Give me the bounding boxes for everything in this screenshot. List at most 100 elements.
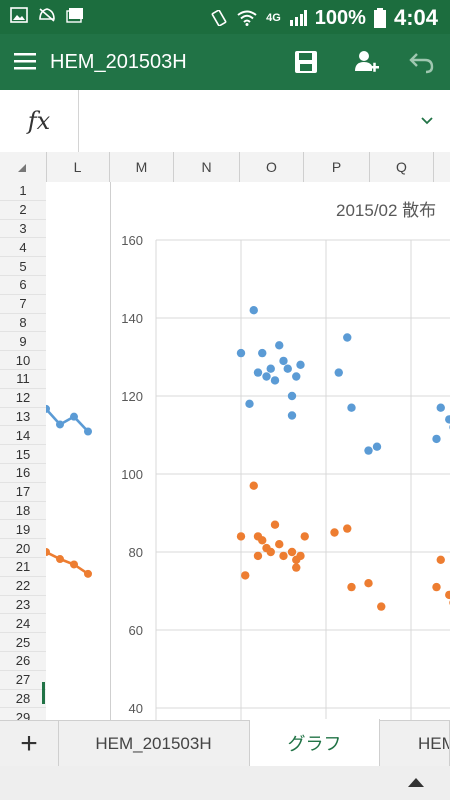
row-number[interactable]: 4 — [0, 238, 46, 258]
scatter-chart[interactable]: 2015/02 散布 40 60 80 100 120 140 160 — [111, 182, 450, 720]
row-number[interactable]: 21 — [0, 558, 46, 577]
row-number[interactable]: 5 — [0, 257, 46, 276]
data-point — [253, 551, 263, 561]
data-point — [258, 348, 267, 358]
row-number[interactable]: 19 — [0, 520, 46, 540]
row-number[interactable]: 13 — [0, 408, 46, 427]
line-chart[interactable] — [46, 182, 110, 720]
data-point — [364, 579, 373, 588]
column-M[interactable]: M — [110, 152, 174, 182]
y-tick-label: 160 — [121, 233, 143, 248]
data-point — [70, 412, 78, 421]
column-L[interactable]: L — [46, 152, 110, 182]
data-point — [436, 555, 445, 564]
row-number[interactable]: 26 — [0, 652, 46, 671]
battery-icon — [373, 8, 386, 28]
tab-hem[interactable]: HEM — [380, 721, 450, 767]
data-point — [372, 442, 382, 451]
data-point — [347, 403, 356, 412]
workbook-title: HEM_201503H — [50, 51, 187, 73]
data-point — [436, 403, 445, 412]
row-number[interactable]: 11 — [0, 370, 46, 389]
data-point — [275, 540, 284, 549]
formula-input[interactable] — [90, 110, 390, 134]
row-number[interactable]: 9 — [0, 332, 46, 352]
data-point — [270, 376, 280, 385]
select-all-corner[interactable] — [0, 152, 47, 182]
data-point — [377, 602, 386, 611]
row-number[interactable]: 20 — [0, 539, 46, 558]
row-number[interactable]: 14 — [0, 426, 46, 446]
data-point — [300, 532, 309, 541]
row-number[interactable]: 18 — [0, 502, 46, 521]
row-number[interactable]: 2 — [0, 201, 46, 220]
row-number[interactable]: 17 — [0, 483, 46, 502]
row-number[interactable]: 3 — [0, 220, 46, 239]
battery-level: 100% — [314, 6, 366, 29]
function-button[interactable]: fx — [0, 90, 79, 152]
row-number[interactable]: 24 — [0, 614, 46, 634]
menu-icon[interactable] — [14, 50, 36, 72]
image-icon — [10, 7, 28, 23]
row-number[interactable]: 8 — [0, 314, 46, 333]
data-point — [279, 551, 288, 561]
data-point — [84, 569, 92, 578]
column-O[interactable]: O — [240, 152, 304, 182]
data-point — [56, 420, 64, 429]
save-icon[interactable] — [292, 48, 320, 76]
chart-border — [110, 182, 111, 720]
data-point — [296, 360, 305, 369]
data-point — [262, 372, 271, 381]
expand-up-icon[interactable] — [408, 778, 424, 787]
row-number[interactable]: 12 — [0, 389, 46, 408]
series-line — [46, 408, 89, 433]
tab-hem-201503h[interactable]: HEM_201503H — [58, 721, 250, 767]
gallery-icon — [66, 8, 83, 23]
data-point — [347, 582, 356, 592]
row-number[interactable]: 25 — [0, 633, 46, 652]
row-number[interactable]: 27 — [0, 671, 46, 690]
add-sheet-button[interactable]: + — [0, 721, 59, 767]
data-point — [249, 481, 258, 490]
series-line — [46, 550, 89, 575]
data-point — [445, 415, 450, 424]
data-point — [56, 555, 64, 564]
data-point — [432, 434, 441, 444]
data-point — [46, 548, 50, 556]
y-tick-label: 120 — [121, 389, 143, 404]
share-user-icon[interactable] — [352, 48, 380, 76]
sheet-grid[interactable]: 2015/02 散布 40 60 80 100 120 140 160 — [46, 182, 450, 720]
column-N[interactable]: N — [174, 152, 240, 182]
data-point — [292, 563, 301, 572]
row-number[interactable]: 28 — [0, 690, 46, 709]
data-point — [283, 364, 292, 373]
row-header: 29 28 27 26 25 24 23 22 21 20 19 18 17 16 15 14 13 12 11 10… — [0, 182, 47, 720]
data-point — [292, 372, 301, 381]
data-point — [70, 560, 78, 569]
row-number[interactable]: 7 — [0, 295, 46, 314]
column-Q[interactable]: Q — [370, 152, 434, 182]
vibrate-icon — [211, 10, 227, 26]
y-tick-label: 40 — [129, 701, 143, 716]
data-point — [236, 348, 246, 358]
y-tick-label: 60 — [129, 623, 143, 638]
row-number[interactable]: 15 — [0, 445, 46, 464]
data-point — [253, 368, 263, 377]
ringer-icon — [39, 8, 55, 22]
data-point — [249, 306, 258, 315]
chevron-down-icon[interactable] — [420, 114, 434, 128]
column-P[interactable]: P — [304, 152, 370, 182]
row-number[interactable]: 22 — [0, 577, 46, 596]
row-number[interactable]: 6 — [0, 276, 46, 295]
data-point — [287, 391, 297, 401]
undo-icon[interactable] — [408, 48, 436, 76]
row-number[interactable]: 23 — [0, 596, 46, 615]
row-number[interactable]: 10 — [0, 351, 46, 370]
row-number[interactable]: 1 — [0, 182, 46, 201]
data-point — [84, 427, 92, 436]
row-number[interactable]: 16 — [0, 464, 46, 483]
row-number[interactable]: 29 — [0, 708, 46, 720]
tab-graph[interactable]: グラフ — [250, 719, 380, 767]
data-point — [445, 590, 450, 600]
data-point — [296, 551, 305, 561]
